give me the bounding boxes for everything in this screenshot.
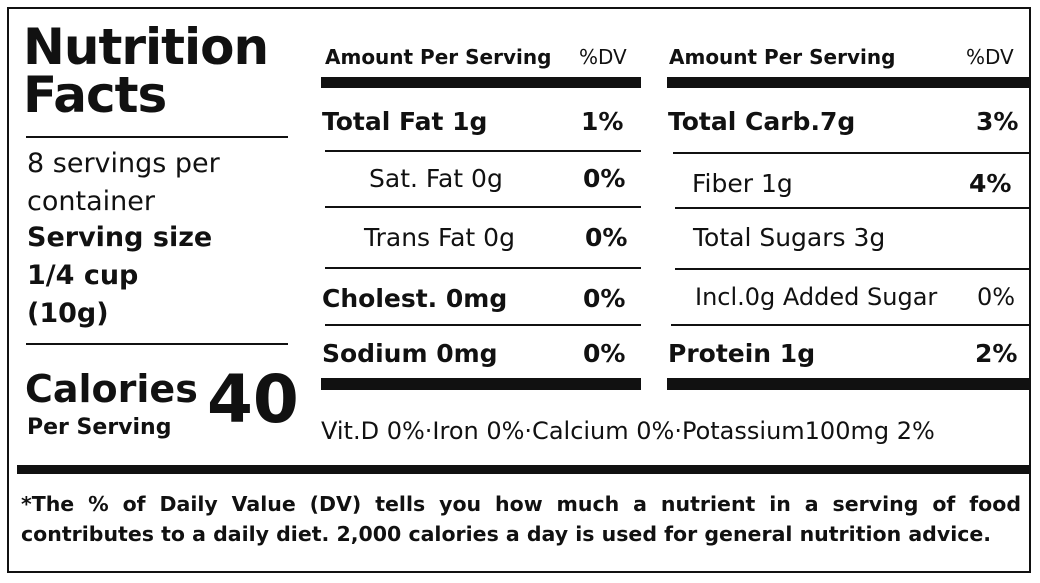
nutrient-total-sugars: Total Sugars 3g	[693, 223, 886, 252]
calories-label: Calories	[25, 367, 198, 411]
serving-divider	[26, 343, 288, 345]
row-divider	[325, 206, 641, 208]
row-divider	[675, 207, 1029, 209]
row-divider	[325, 150, 641, 152]
nutrient-trans-fat: Trans Fat 0g	[364, 223, 515, 252]
serving-size-label: Serving size	[27, 222, 213, 253]
nutrient-sat-fat-dv: 0%	[583, 164, 626, 193]
row-divider	[675, 268, 1029, 270]
row-divider	[325, 267, 641, 269]
nutrient-fiber-dv: 4%	[969, 169, 1012, 198]
calories-value: 40	[207, 361, 299, 438]
row-divider	[673, 152, 1029, 154]
nutrient-cholesterol-dv: 0%	[583, 284, 626, 313]
nutrient-trans-fat-dv: 0%	[585, 223, 628, 252]
left-bottom-bar	[321, 378, 641, 390]
title-line-2: Facts	[23, 66, 167, 124]
servings-per-container: 8 servings per container	[27, 145, 220, 221]
nutrient-fiber: Fiber 1g	[692, 169, 793, 198]
nutrient-total-carb: Total Carb.7g	[668, 107, 856, 136]
right-header-bar	[667, 77, 1029, 88]
nutrient-protein-dv: 2%	[975, 339, 1018, 368]
left-header-dv: %DV	[579, 45, 627, 69]
vitamins-minerals: Vit.D 0%·Iron 0%·Calcium 0%·Potassium100…	[321, 417, 935, 445]
nutrient-cholesterol: Cholest. 0mg	[322, 284, 508, 313]
nutrient-total-fat-dv: 1%	[581, 107, 624, 136]
title-line-1: Nutrition	[23, 18, 269, 76]
right-header-amount: Amount Per Serving	[669, 45, 896, 69]
nutrient-added-sugar: Incl.0g Added Sugar	[695, 283, 938, 311]
nutrient-sodium-dv: 0%	[583, 339, 626, 368]
right-bottom-bar	[667, 378, 1029, 390]
row-divider	[671, 324, 1029, 326]
nutrition-facts-label: Nutrition Facts 8 servings per container…	[7, 7, 1031, 573]
serving-size-line-1: 1/4 cup	[27, 260, 139, 291]
nutrient-total-fat: Total Fat 1g	[322, 107, 488, 136]
right-header-dv: %DV	[966, 45, 1014, 69]
servings-line-1: 8 servings per	[27, 148, 220, 179]
serving-size-line-2: (10g)	[27, 298, 109, 329]
left-header-amount: Amount Per Serving	[325, 45, 552, 69]
footer-divider	[17, 465, 1029, 474]
nutrient-protein: Protein 1g	[668, 339, 816, 368]
calories-per-serving: Per Serving	[27, 415, 172, 440]
row-divider	[325, 324, 641, 326]
serving-size: Serving size 1/4 cup (10g)	[27, 219, 212, 333]
left-header-bar	[321, 77, 641, 88]
nutrient-sat-fat: Sat. Fat 0g	[369, 164, 503, 193]
servings-line-2: container	[27, 186, 155, 217]
title: Nutrition Facts	[23, 18, 269, 124]
footnote: *The % of Daily Value (DV) tells you how…	[21, 492, 1021, 546]
nutrient-added-sugar-dv: 0%	[977, 283, 1016, 311]
nutrient-total-carb-dv: 3%	[976, 107, 1019, 136]
title-divider	[26, 136, 288, 138]
nutrient-sodium: Sodium 0mg	[322, 339, 498, 368]
